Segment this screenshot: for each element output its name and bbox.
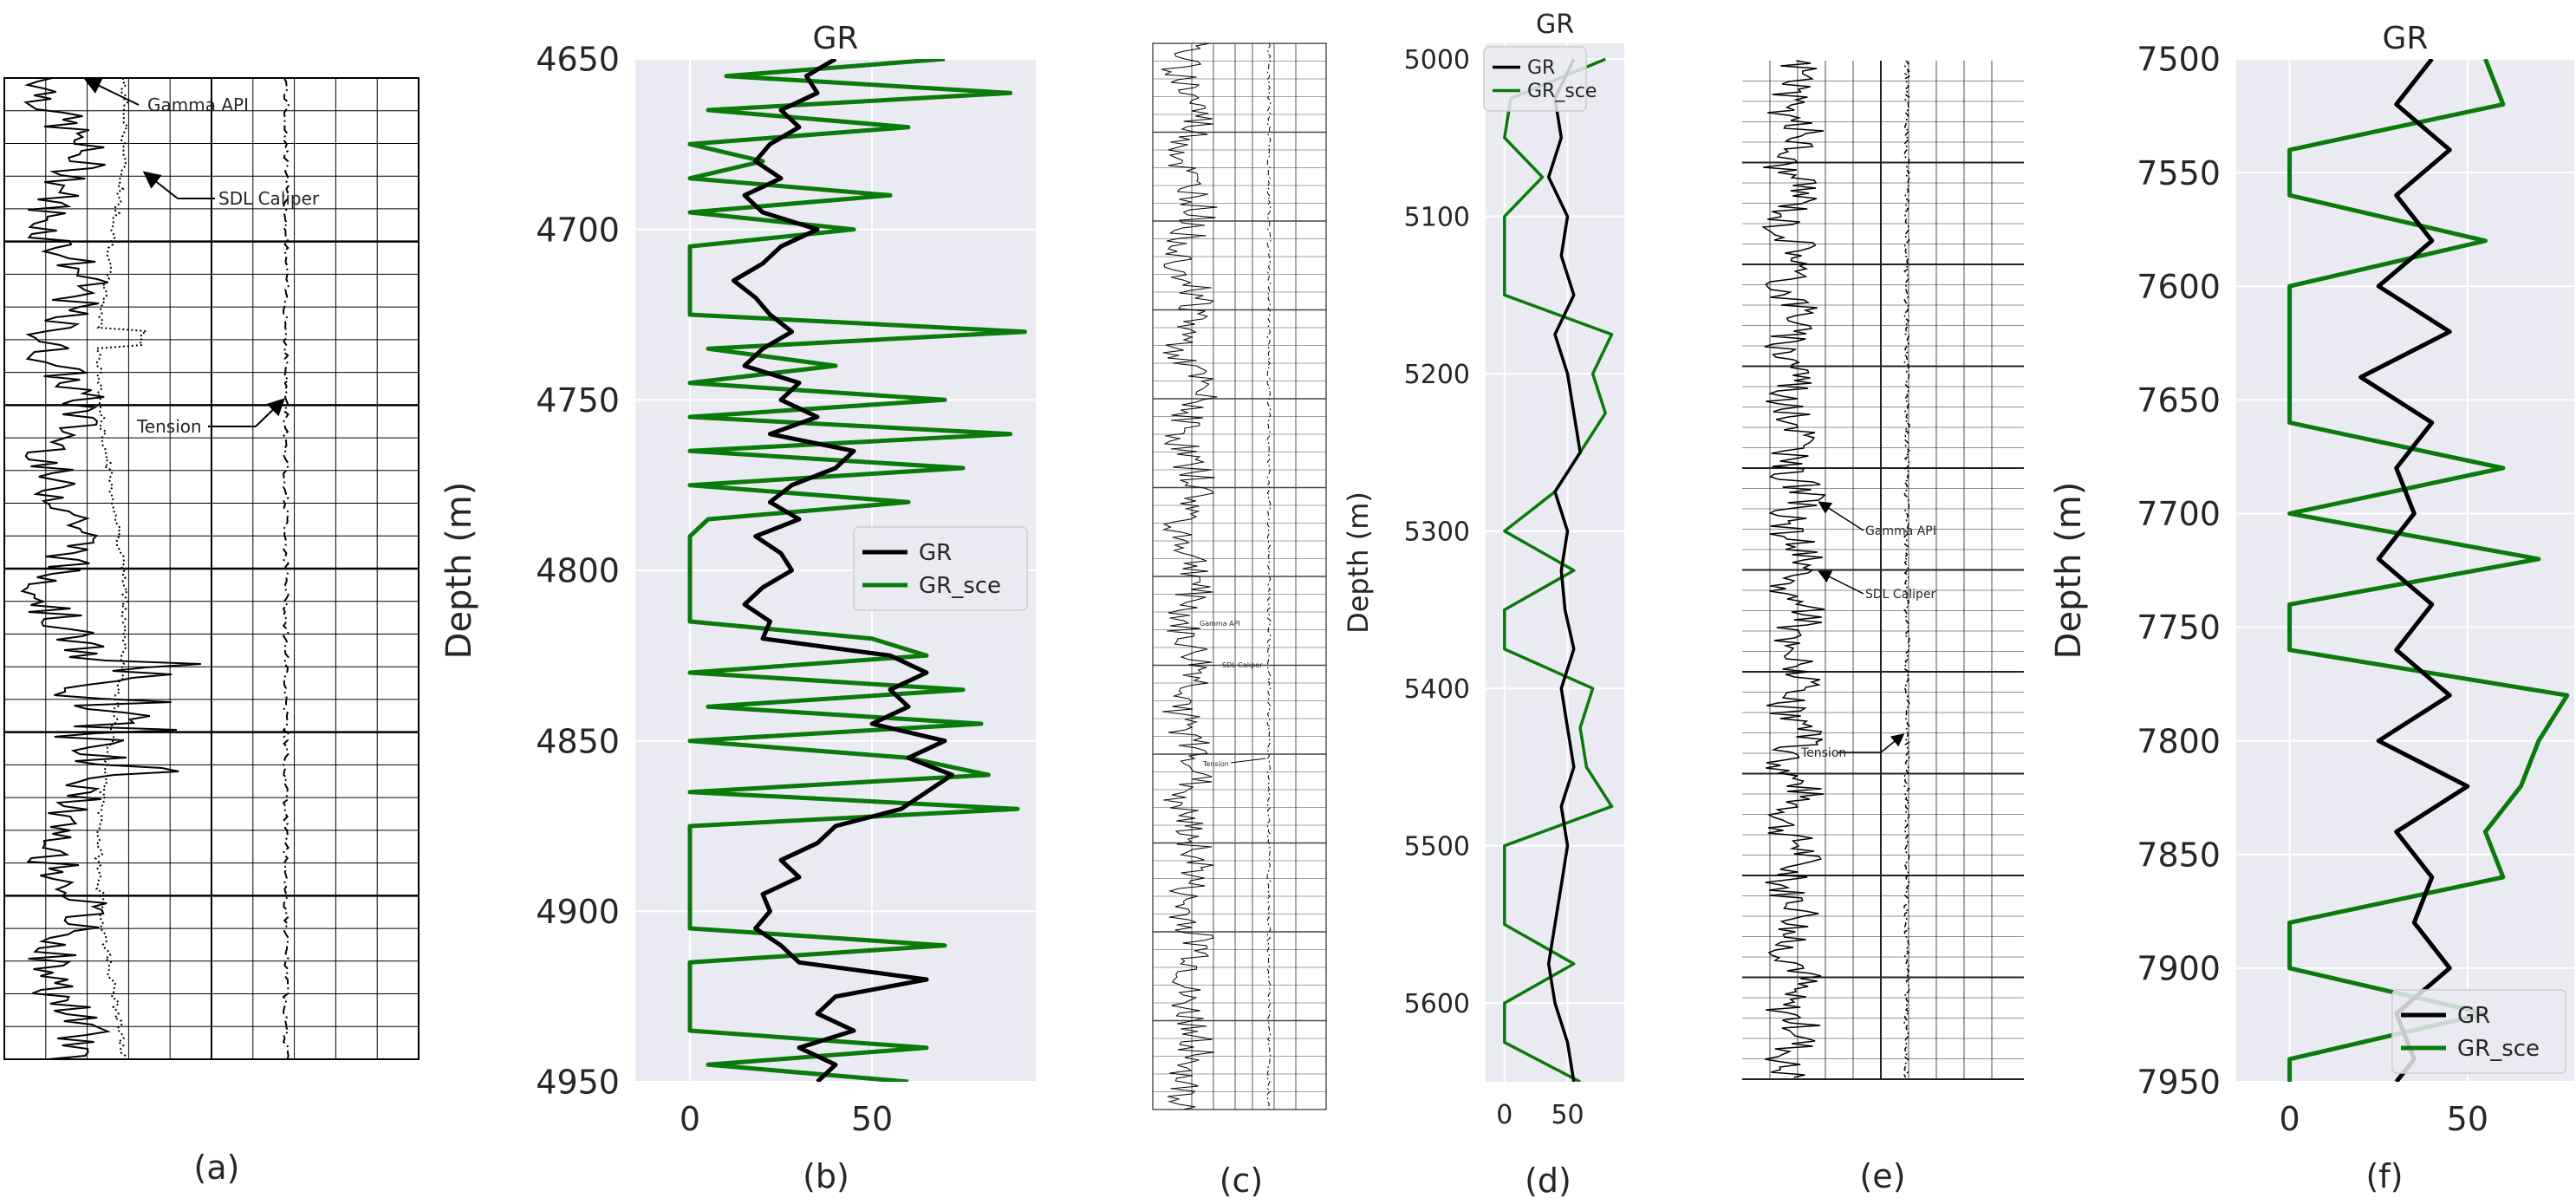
caption-d: (d) xyxy=(1525,1162,1571,1200)
caption-a: (a) xyxy=(194,1149,240,1187)
scan-c-label-gamma: Gamma API xyxy=(1200,620,1240,628)
y-tick-label: 7500 xyxy=(2137,41,2221,79)
y-tick-label: 7550 xyxy=(2137,154,2221,192)
scan-c-label-tension: Tension xyxy=(1202,760,1229,768)
series-gr-d xyxy=(1546,58,1582,1082)
series-gr_sce-d xyxy=(1503,57,1614,1082)
y-axis-label-f: Depth (m) xyxy=(2049,482,2089,660)
scan-c: Gamma API SDL Caliper Tension xyxy=(1152,42,1327,1110)
x-tick-label: 0 xyxy=(2279,1100,2300,1138)
scan-a-label-caliper: SDL Caliper xyxy=(218,188,320,209)
y-tick-label: 4700 xyxy=(536,211,620,249)
scan-e-label-gamma: Gamma API xyxy=(1865,524,1936,538)
y-tick-label: 5000 xyxy=(1404,45,1470,75)
legend-label: GR_sce xyxy=(1527,81,1597,102)
series-gr_sce-f xyxy=(2287,59,2570,1082)
scan-c-label-caliper: SDL Caliper xyxy=(1222,661,1263,669)
y-tick-label: 7950 xyxy=(2137,1064,2221,1102)
chart-d: 0 50 5000 5100 5200 5300 5400 5500 5600 GR Depth (… xyxy=(1342,10,1624,1130)
scan-e-label-caliper: SDL Caliper xyxy=(1865,588,1936,602)
legend-b: GR GR_sce xyxy=(853,526,1028,611)
y-axis-label-b: Depth (m) xyxy=(439,482,479,660)
legend-label: GR_sce xyxy=(919,573,1001,599)
y-tick-label: 7850 xyxy=(2137,836,2221,874)
y-tick-label: 5300 xyxy=(1404,517,1470,547)
scan-e-label-tension: Tension xyxy=(1800,746,1846,760)
scan-a-caliper-curve xyxy=(94,77,149,1060)
y-tick-label: 7700 xyxy=(2137,495,2221,533)
scan-a-tension-curve xyxy=(282,77,290,1060)
y-tick-label: 5600 xyxy=(1404,989,1470,1019)
scan-a: Gamma API SDL Caliper Tension xyxy=(3,77,420,1060)
y-tick-label: 4800 xyxy=(536,552,620,590)
scan-e-gamma-curve xyxy=(1761,60,1826,1078)
x-tick-label: 50 xyxy=(851,1100,893,1138)
legend-label: GR xyxy=(2457,1003,2490,1029)
y-tick-label: 5400 xyxy=(1404,674,1470,705)
y-tick-label: 5200 xyxy=(1404,360,1470,390)
y-axis-label-d: Depth (m) xyxy=(1342,491,1375,634)
x-tick-label: 50 xyxy=(2447,1100,2488,1138)
scan-a-label-tension: Tension xyxy=(136,416,202,437)
chart-f: 0 50 7500 7550 7600 7650 7700 7750 7800 7850 7900 7… xyxy=(2049,21,2574,1138)
caption-e: (e) xyxy=(1859,1157,1905,1195)
scan-a-grid xyxy=(4,78,419,1059)
chart-title-f: GR xyxy=(2383,21,2429,56)
caption-f: (f) xyxy=(2365,1157,2403,1195)
y-tick-label: 5100 xyxy=(1404,202,1470,232)
caption-b: (b) xyxy=(803,1157,849,1195)
scan-e-tension-curve xyxy=(1903,60,1911,1078)
scan-c-gamma-curve xyxy=(1161,42,1218,1110)
plot-area-f xyxy=(2236,59,2574,1082)
series-gr_sce-b xyxy=(687,59,1027,1082)
y-tick-label: 7900 xyxy=(2137,950,2221,988)
y-tick-label: 7800 xyxy=(2137,722,2221,760)
caption-c: (c) xyxy=(1220,1162,1264,1200)
legend-label: GR xyxy=(919,540,952,566)
scan-a-gamma-curve xyxy=(20,77,201,1060)
y-tick-label: 7650 xyxy=(2137,381,2221,420)
y-tick-label: 7600 xyxy=(2137,268,2221,306)
series-gr-b xyxy=(731,59,954,1082)
y-tick-label: 4750 xyxy=(536,381,620,420)
scan-a-label-gamma: Gamma API xyxy=(147,94,249,115)
x-tick-label: 0 xyxy=(680,1100,700,1138)
y-tick-label: 4850 xyxy=(536,722,620,760)
chart-title-b: GR xyxy=(813,21,859,56)
y-tick-label: 4900 xyxy=(536,893,620,931)
y-tick-label: 4950 xyxy=(536,1064,620,1102)
scan-e-grid xyxy=(1742,61,2024,1080)
series-gr-f xyxy=(2358,59,2470,1082)
legend-label: GR_sce xyxy=(2457,1036,2540,1062)
x-tick-label: 50 xyxy=(1551,1100,1584,1130)
y-tick-label: 7750 xyxy=(2137,609,2221,647)
legend-f: GR GR_sce xyxy=(2391,989,2566,1074)
chart-b: 0 50 4650 4700 4750 4800 4850 4900 4950 GR Depth (… xyxy=(439,21,1036,1138)
chart-title-d: GR xyxy=(1536,10,1574,40)
scan-c-grid xyxy=(1153,43,1326,1110)
y-tick-label: 4650 xyxy=(536,41,620,79)
legend-label: GR xyxy=(1527,57,1555,79)
x-tick-label: 0 xyxy=(1496,1100,1512,1130)
scan-e: Gamma API SDL Caliper Tension xyxy=(1742,60,2024,1080)
y-tick-label: 5500 xyxy=(1404,832,1470,862)
